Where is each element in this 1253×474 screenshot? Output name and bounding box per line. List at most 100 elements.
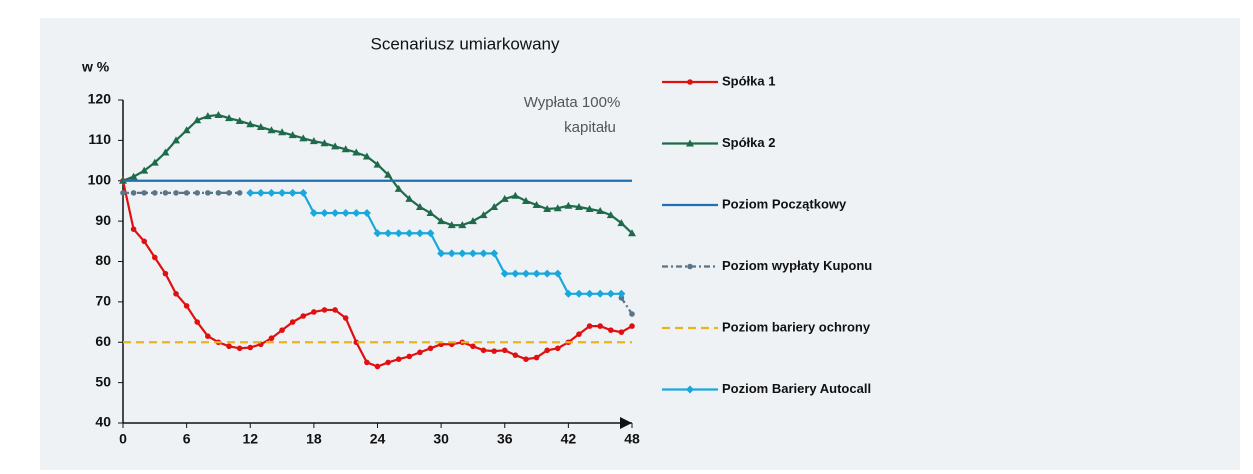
point: [543, 205, 552, 213]
point: [161, 148, 170, 156]
point: [352, 209, 361, 218]
point: [373, 229, 382, 238]
point: [521, 196, 530, 204]
point: [172, 136, 181, 144]
point: [394, 229, 403, 238]
point: [511, 269, 520, 278]
point: [225, 114, 234, 122]
point: [183, 303, 190, 309]
point: [553, 269, 562, 278]
y-tick-label: 40: [95, 414, 111, 430]
point: [373, 160, 382, 168]
point: [353, 339, 360, 346]
legend-label: Poziom Początkowy: [722, 196, 847, 211]
point: [342, 315, 349, 321]
point: [532, 200, 541, 208]
point: [320, 139, 329, 147]
point: [629, 311, 635, 317]
x-tick-label: 12: [242, 431, 258, 447]
annotation: kapitału: [564, 119, 616, 136]
point: [427, 345, 434, 352]
point: [341, 209, 350, 218]
point: [479, 249, 488, 258]
point: [628, 229, 636, 237]
point: [279, 327, 285, 333]
point: [362, 209, 371, 218]
point: [585, 289, 594, 298]
point: [140, 166, 149, 174]
point: [574, 202, 583, 210]
point: [564, 201, 573, 209]
legend-marker: [687, 79, 693, 85]
point: [152, 254, 158, 261]
point: [364, 359, 370, 366]
point: [406, 353, 413, 360]
point: [533, 354, 540, 361]
point: [447, 221, 456, 229]
y-axis-label: w %: [81, 59, 110, 75]
point: [352, 148, 361, 156]
point: [597, 323, 603, 329]
x-axis-arrow: [620, 417, 632, 429]
point: [385, 359, 391, 366]
point: [278, 188, 287, 197]
point: [574, 289, 583, 298]
point: [468, 217, 477, 225]
x-tick-label: 18: [306, 431, 322, 447]
point: [479, 211, 488, 219]
point: [523, 356, 529, 363]
point: [490, 202, 499, 210]
point: [491, 348, 497, 354]
point: [130, 226, 137, 232]
point: [267, 126, 276, 134]
point: [564, 289, 573, 298]
point: [384, 229, 393, 238]
y-tick-label: 60: [95, 333, 111, 349]
x-tick-label: 48: [624, 431, 640, 447]
point: [309, 209, 318, 218]
y-tick-label: 110: [88, 131, 111, 147]
point: [341, 145, 350, 153]
point: [596, 207, 605, 215]
point: [415, 202, 424, 210]
point: [532, 269, 541, 278]
legend-marker: [686, 385, 694, 394]
y-tick-label: 100: [88, 171, 112, 187]
point: [586, 323, 593, 329]
point: [129, 172, 138, 180]
point: [607, 327, 614, 333]
point: [194, 319, 201, 325]
point: [256, 188, 265, 197]
point: [362, 152, 371, 160]
point: [405, 229, 414, 238]
point: [426, 209, 435, 217]
point: [289, 319, 296, 325]
point: [288, 188, 297, 197]
point: [521, 269, 530, 278]
point: [585, 205, 594, 213]
x-tick-label: 24: [370, 431, 386, 447]
point: [470, 343, 476, 350]
point: [332, 307, 338, 313]
point: [374, 363, 381, 370]
x-tick-label: 36: [497, 431, 513, 447]
point: [617, 219, 626, 227]
point: [458, 221, 467, 229]
point: [236, 345, 243, 352]
y-tick-label: 70: [95, 293, 111, 309]
point: [141, 190, 148, 196]
point: [162, 190, 169, 196]
legend-label: Spółka 1: [722, 73, 775, 88]
point: [150, 158, 159, 166]
panel: [40, 18, 1240, 470]
point: [193, 116, 202, 124]
point: [554, 345, 561, 352]
point: [288, 131, 297, 139]
legend-label: Poziom Bariery Autocall: [722, 381, 871, 396]
point: [384, 170, 393, 178]
point: [501, 347, 508, 354]
point: [321, 307, 328, 313]
point: [152, 190, 158, 196]
y-tick-label: 120: [88, 91, 112, 107]
